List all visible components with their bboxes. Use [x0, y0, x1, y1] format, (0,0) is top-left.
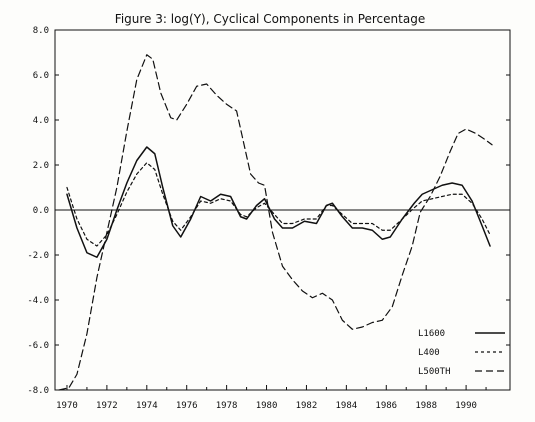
y-tick-label: 6.0	[33, 71, 49, 81]
y-tick-label: 4.0	[33, 116, 49, 126]
y-tick-label: -4.0	[27, 296, 49, 306]
x-tick-label: 1974	[136, 401, 158, 411]
x-tick-label: 1970	[56, 401, 78, 411]
x-tick-label: 1978	[216, 401, 238, 411]
x-tick-label: 1984	[336, 401, 358, 411]
legend-label-l500th: L500TH	[418, 367, 451, 377]
x-tick-label: 1988	[415, 401, 437, 411]
x-tick-label: 1972	[96, 401, 118, 411]
y-tick-label: -6.0	[27, 341, 49, 351]
x-tick-label: 1982	[296, 401, 318, 411]
y-tick-label: -2.0	[27, 251, 49, 261]
x-tick-label: 1986	[375, 401, 397, 411]
legend: L1600 L400 L500TH	[418, 329, 505, 377]
x-axis-ticks: 1970 1972 1974 1976 1978 1980 1982 1984 1986 1988…	[56, 385, 486, 411]
chart-title: Figure 3: log(Y), Cyclical Components in…	[115, 12, 425, 26]
y-tick-label: 2.0	[33, 161, 49, 171]
series-line-l500th	[59, 55, 492, 390]
legend-label-l400: L400	[418, 348, 440, 358]
legend-label-l1600: L1600	[418, 329, 445, 339]
y-tick-label: -8.0	[27, 386, 49, 396]
x-tick-label: 1990	[455, 401, 477, 411]
series-lines	[59, 55, 492, 390]
y-tick-label: 0.0	[33, 206, 49, 216]
x-tick-label: 1976	[176, 401, 198, 411]
y-tick-label: 8.0	[33, 26, 49, 36]
x-tick-label: 1980	[256, 401, 278, 411]
